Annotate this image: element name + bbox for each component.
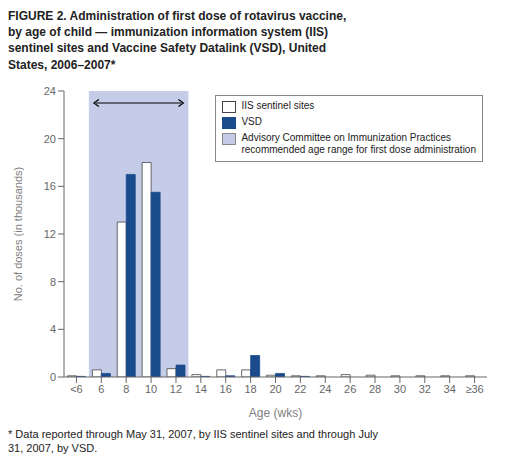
svg-text:0: 0: [50, 371, 56, 383]
html-text:VSD: VSD: [241, 115, 262, 127]
html-text:IIS sentinel sites: IIS sentinel sites: [241, 99, 315, 111]
svg-text:18: 18: [244, 383, 256, 395]
svg-text:10: 10: [145, 383, 157, 395]
svg-text:8: 8: [123, 383, 129, 395]
svg-text:4: 4: [50, 323, 56, 335]
svg-text:No. of doses (in thousands): No. of doses (in thousands): [12, 166, 24, 301]
svg-text:26: 26: [344, 383, 356, 395]
svg-text:Age (wks): Age (wks): [249, 406, 302, 420]
html-text:* Data reported through May 31: * Data reported through May 31, 2007, by…: [8, 427, 378, 454]
svg-text:12: 12: [170, 383, 182, 395]
html-text:Advisory Committee on Immuniza: Advisory Committee on Immunization Pract…: [241, 131, 476, 156]
svg-text:16: 16: [220, 383, 232, 395]
svg-text:22: 22: [294, 383, 306, 395]
svg-text:30: 30: [394, 383, 406, 395]
svg-text:20: 20: [44, 132, 56, 144]
svg-text:6: 6: [98, 383, 104, 395]
svg-text:28: 28: [369, 383, 381, 395]
svg-text:24: 24: [319, 383, 331, 395]
svg-text:<6: <6: [70, 383, 83, 395]
svg-text:14: 14: [195, 383, 207, 395]
svg-text:20: 20: [269, 383, 281, 395]
svg-text:24: 24: [44, 85, 56, 97]
svg-text:8: 8: [50, 275, 56, 287]
svg-text:34: 34: [444, 383, 456, 395]
html-text:FIGURE 2. Administration of fi: FIGURE 2. Administration of first dose o…: [8, 9, 347, 72]
svg-text:32: 32: [419, 383, 431, 395]
svg-text:12: 12: [44, 228, 56, 240]
svg-text:16: 16: [44, 180, 56, 192]
svg-text:≥36: ≥36: [465, 383, 483, 395]
